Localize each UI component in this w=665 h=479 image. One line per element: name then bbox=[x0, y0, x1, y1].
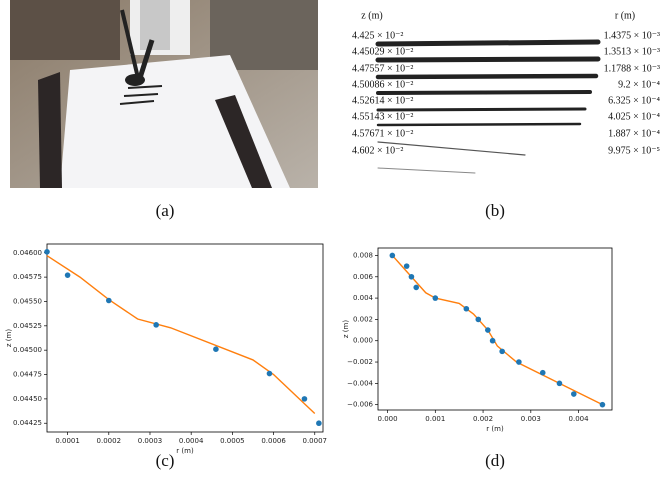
z-value: 4.602 × 10⁻² bbox=[352, 145, 403, 156]
y-tick-label: 0.04500 bbox=[13, 346, 42, 354]
fit-line bbox=[392, 255, 602, 404]
x-tick-label: 0.001 bbox=[425, 415, 445, 423]
r-value: 1.3513 × 10⁻³ bbox=[604, 46, 660, 57]
y-tick-label: 0.04600 bbox=[13, 249, 42, 257]
z-value: 4.50086 × 10⁻² bbox=[352, 79, 413, 90]
data-point bbox=[65, 272, 71, 278]
data-point bbox=[106, 298, 112, 304]
z-value: 4.57671 × 10⁻² bbox=[352, 128, 413, 139]
r-value: 1.887 × 10⁻⁴ bbox=[608, 128, 660, 139]
r-value: 6.325 × 10⁻⁴ bbox=[608, 95, 660, 106]
data-point bbox=[475, 317, 481, 323]
data-point bbox=[464, 306, 470, 312]
x-tick-label: 0.000 bbox=[378, 415, 398, 423]
y-tick-label: 0.000 bbox=[353, 337, 373, 345]
r-value: 9.2 × 10⁻⁴ bbox=[618, 79, 660, 90]
data-point bbox=[153, 322, 159, 328]
data-point bbox=[557, 381, 563, 387]
x-tick-label: 0.002 bbox=[473, 415, 493, 423]
photo bbox=[10, 0, 318, 188]
data-point bbox=[499, 349, 505, 355]
y-axis-label: z (m) bbox=[5, 329, 13, 347]
x-tick-label: 0.003 bbox=[521, 415, 541, 423]
y-tick-label: 0.04575 bbox=[13, 273, 42, 281]
y-tick-label: −0.004 bbox=[347, 379, 373, 387]
y-tick-label: 0.04550 bbox=[13, 297, 42, 305]
x-axis-label: r (m) bbox=[176, 447, 194, 455]
data-point bbox=[433, 295, 439, 301]
plot-frame bbox=[378, 248, 612, 410]
data-point bbox=[390, 253, 396, 259]
data-point bbox=[302, 396, 308, 402]
data-point bbox=[213, 346, 219, 352]
z-value: 4.52614 × 10⁻² bbox=[352, 95, 413, 106]
x-tick-label: 0.0007 bbox=[303, 437, 328, 445]
r-value: 9.975 × 10⁻⁵ bbox=[608, 145, 660, 156]
x-tick-label: 0.0006 bbox=[261, 437, 286, 445]
z-value: 4.425 × 10⁻² bbox=[352, 30, 403, 41]
panel-label: (a) bbox=[156, 201, 175, 220]
data-point bbox=[316, 420, 322, 426]
panel-label: (d) bbox=[485, 451, 505, 470]
z-value: 4.55143 × 10⁻² bbox=[352, 111, 413, 122]
y-tick-label: 0.008 bbox=[353, 251, 373, 259]
figure: (a) (b) (c) (d) z (m) r (m) 4.425 × 10⁻² 1.4375… bbox=[0, 0, 665, 479]
x-tick-label: 0.0004 bbox=[179, 437, 204, 445]
y-tick-label: 0.04525 bbox=[13, 322, 42, 330]
r-value: 1.4375 × 10⁻³ bbox=[604, 30, 660, 41]
data-point bbox=[404, 263, 410, 269]
column-header: z (m) bbox=[361, 10, 382, 21]
y-tick-label: 0.006 bbox=[353, 273, 374, 281]
y-tick-label: 0.04475 bbox=[13, 371, 42, 379]
column-header: r (m) bbox=[615, 10, 635, 21]
data-point bbox=[44, 249, 50, 255]
data-point bbox=[267, 371, 273, 377]
z-value: 4.45029 × 10⁻² bbox=[352, 46, 413, 57]
y-tick-label: 0.04425 bbox=[13, 419, 42, 427]
y-axis-label: z (m) bbox=[342, 320, 350, 338]
y-tick-label: 0.04450 bbox=[13, 395, 42, 403]
x-tick-label: 0.0002 bbox=[97, 437, 122, 445]
data-point bbox=[540, 370, 546, 376]
x-tick-label: 0.0003 bbox=[138, 437, 163, 445]
r-value: 1.1788 × 10⁻³ bbox=[604, 63, 660, 74]
data-point bbox=[485, 327, 491, 333]
plot-frame bbox=[47, 244, 323, 432]
y-tick-label: 0.002 bbox=[353, 315, 373, 323]
data-point bbox=[600, 402, 606, 408]
data-point bbox=[490, 338, 496, 344]
y-tick-label: −0.002 bbox=[347, 358, 373, 366]
r-value: 4.025 × 10⁻⁴ bbox=[608, 111, 660, 122]
x-tick-label: 0.004 bbox=[569, 415, 590, 423]
data-point bbox=[409, 274, 415, 280]
data-point bbox=[413, 285, 419, 291]
data-point bbox=[516, 359, 522, 365]
x-axis-label: r (m) bbox=[486, 425, 504, 433]
panel-label: (b) bbox=[485, 201, 505, 220]
data-point bbox=[571, 391, 577, 397]
x-tick-label: 0.0005 bbox=[220, 437, 245, 445]
z-value: 4.47557 × 10⁻² bbox=[352, 63, 413, 74]
brush-strokes bbox=[378, 42, 598, 173]
panel-label: (c) bbox=[156, 451, 175, 470]
y-tick-label: 0.004 bbox=[353, 294, 374, 302]
y-tick-label: −0.006 bbox=[347, 401, 373, 409]
x-tick-label: 0.0001 bbox=[55, 437, 80, 445]
fit-line bbox=[47, 256, 315, 414]
